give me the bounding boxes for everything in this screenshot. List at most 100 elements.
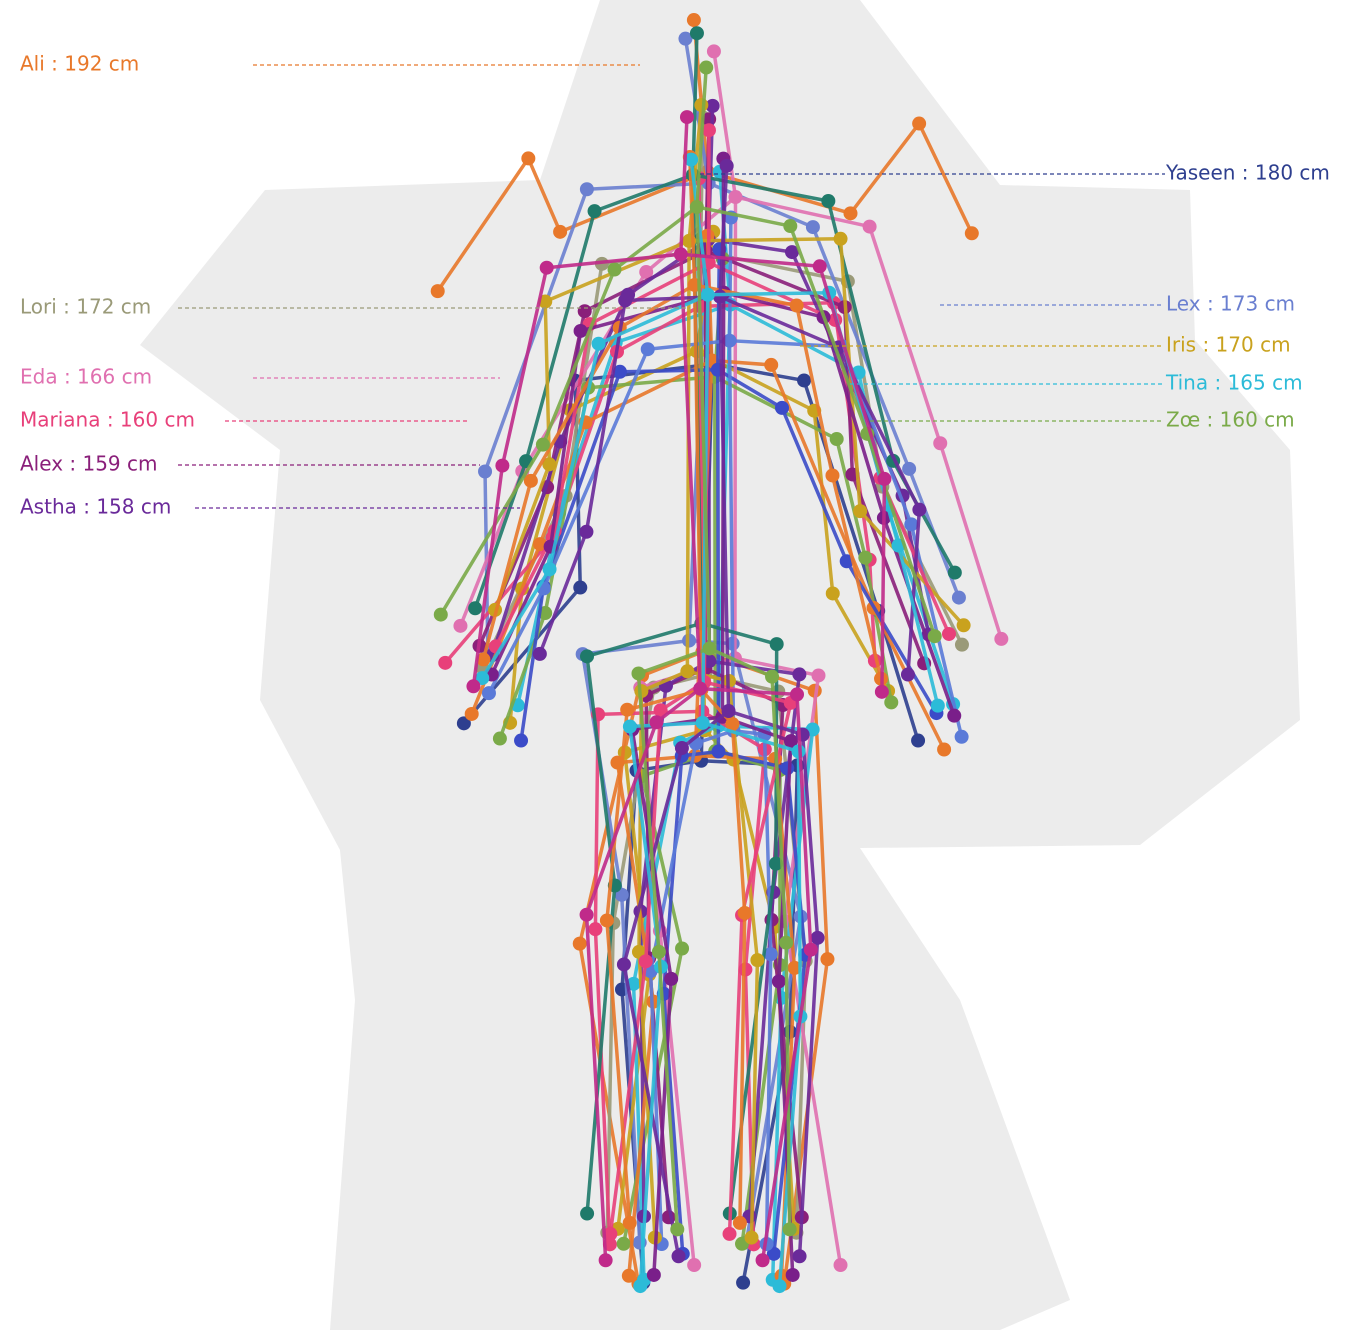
joint <box>723 1227 737 1241</box>
joint <box>948 566 962 580</box>
joint <box>965 226 979 240</box>
joint <box>811 931 825 945</box>
joint <box>877 472 891 486</box>
joint <box>756 1253 770 1267</box>
person-label: Tina : 165 cm <box>1165 371 1303 395</box>
joint <box>955 730 969 744</box>
person-label: Zœ : 160 cm <box>1166 408 1295 432</box>
joint <box>533 647 547 661</box>
joint <box>770 637 784 651</box>
joint <box>813 259 827 273</box>
person-label: Ali : 192 cm <box>20 52 139 76</box>
joint <box>820 952 834 966</box>
joint <box>438 656 452 670</box>
joint <box>580 1207 594 1221</box>
joint <box>875 685 889 699</box>
joint <box>675 941 689 955</box>
joint <box>631 666 645 680</box>
joint <box>687 13 701 27</box>
person-label: Yaseen : 180 cm <box>1165 161 1330 185</box>
joint <box>599 1253 613 1267</box>
joint <box>764 358 778 372</box>
joint <box>937 742 951 756</box>
joint <box>790 299 804 313</box>
person-label: Alex : 159 cm <box>20 452 158 476</box>
joint <box>588 204 602 218</box>
joint <box>947 709 961 723</box>
joint <box>806 220 820 234</box>
joint <box>955 638 969 652</box>
joint <box>790 687 804 701</box>
joint <box>617 957 631 971</box>
joint <box>680 110 694 124</box>
joint <box>521 151 535 165</box>
joint <box>699 61 713 75</box>
joint <box>690 200 704 214</box>
joint <box>750 953 764 967</box>
joint <box>722 704 736 718</box>
joint <box>573 937 587 951</box>
joint <box>733 1216 747 1230</box>
joint <box>713 290 727 304</box>
joint <box>811 668 825 682</box>
person-label: Eda : 166 cm <box>20 365 152 389</box>
joint <box>931 699 945 713</box>
joint <box>495 459 509 473</box>
joint <box>514 734 528 748</box>
body: Ali : 192 cm Yaseen : 180 cm Lori : 172 cm… <box>0 0 1357 1336</box>
joint <box>701 288 715 302</box>
joint <box>902 462 916 476</box>
joint <box>793 1249 807 1263</box>
joint <box>674 247 688 261</box>
joint <box>580 908 594 922</box>
joint <box>804 943 818 957</box>
person-label: Mariana : 160 cm <box>20 408 195 432</box>
joint <box>821 194 835 208</box>
person-label: Lori : 172 cm <box>20 295 151 319</box>
person-label: Astha : 158 cm <box>20 495 171 519</box>
joint <box>736 1276 750 1290</box>
joint <box>649 715 663 729</box>
joint <box>618 293 632 307</box>
joint <box>580 182 594 196</box>
joint <box>579 525 593 539</box>
joint <box>664 972 678 986</box>
joint <box>912 503 926 517</box>
joint <box>884 695 898 709</box>
joint <box>694 98 708 112</box>
person-label: Iris : 170 cm <box>1166 333 1291 357</box>
joint <box>588 922 602 936</box>
joint <box>863 220 877 234</box>
joint <box>772 974 786 988</box>
joint <box>623 1216 637 1230</box>
joint <box>745 1231 759 1245</box>
joint <box>592 337 606 351</box>
joint <box>825 468 839 482</box>
joint <box>853 504 867 518</box>
joint <box>843 206 857 220</box>
joint <box>786 1268 800 1282</box>
joint <box>952 591 966 605</box>
joint <box>641 342 655 356</box>
joint <box>543 562 557 576</box>
joint <box>468 601 482 615</box>
joint <box>911 734 925 748</box>
joint <box>578 304 592 318</box>
joint <box>639 954 653 968</box>
joint <box>670 1222 684 1236</box>
joint <box>720 159 734 173</box>
joint <box>901 668 915 682</box>
page: Stick figures {"labels": [ {"text": "Ali… <box>0 0 1357 1336</box>
joint <box>711 745 725 759</box>
joint <box>779 936 793 950</box>
joint <box>617 1237 631 1251</box>
joint <box>482 686 496 700</box>
joint <box>672 1249 686 1263</box>
joint <box>647 1268 661 1282</box>
joint <box>792 667 806 681</box>
joint <box>675 741 689 755</box>
joint <box>573 581 587 595</box>
joint <box>797 373 811 387</box>
joint <box>652 945 666 959</box>
joint <box>687 1258 701 1272</box>
